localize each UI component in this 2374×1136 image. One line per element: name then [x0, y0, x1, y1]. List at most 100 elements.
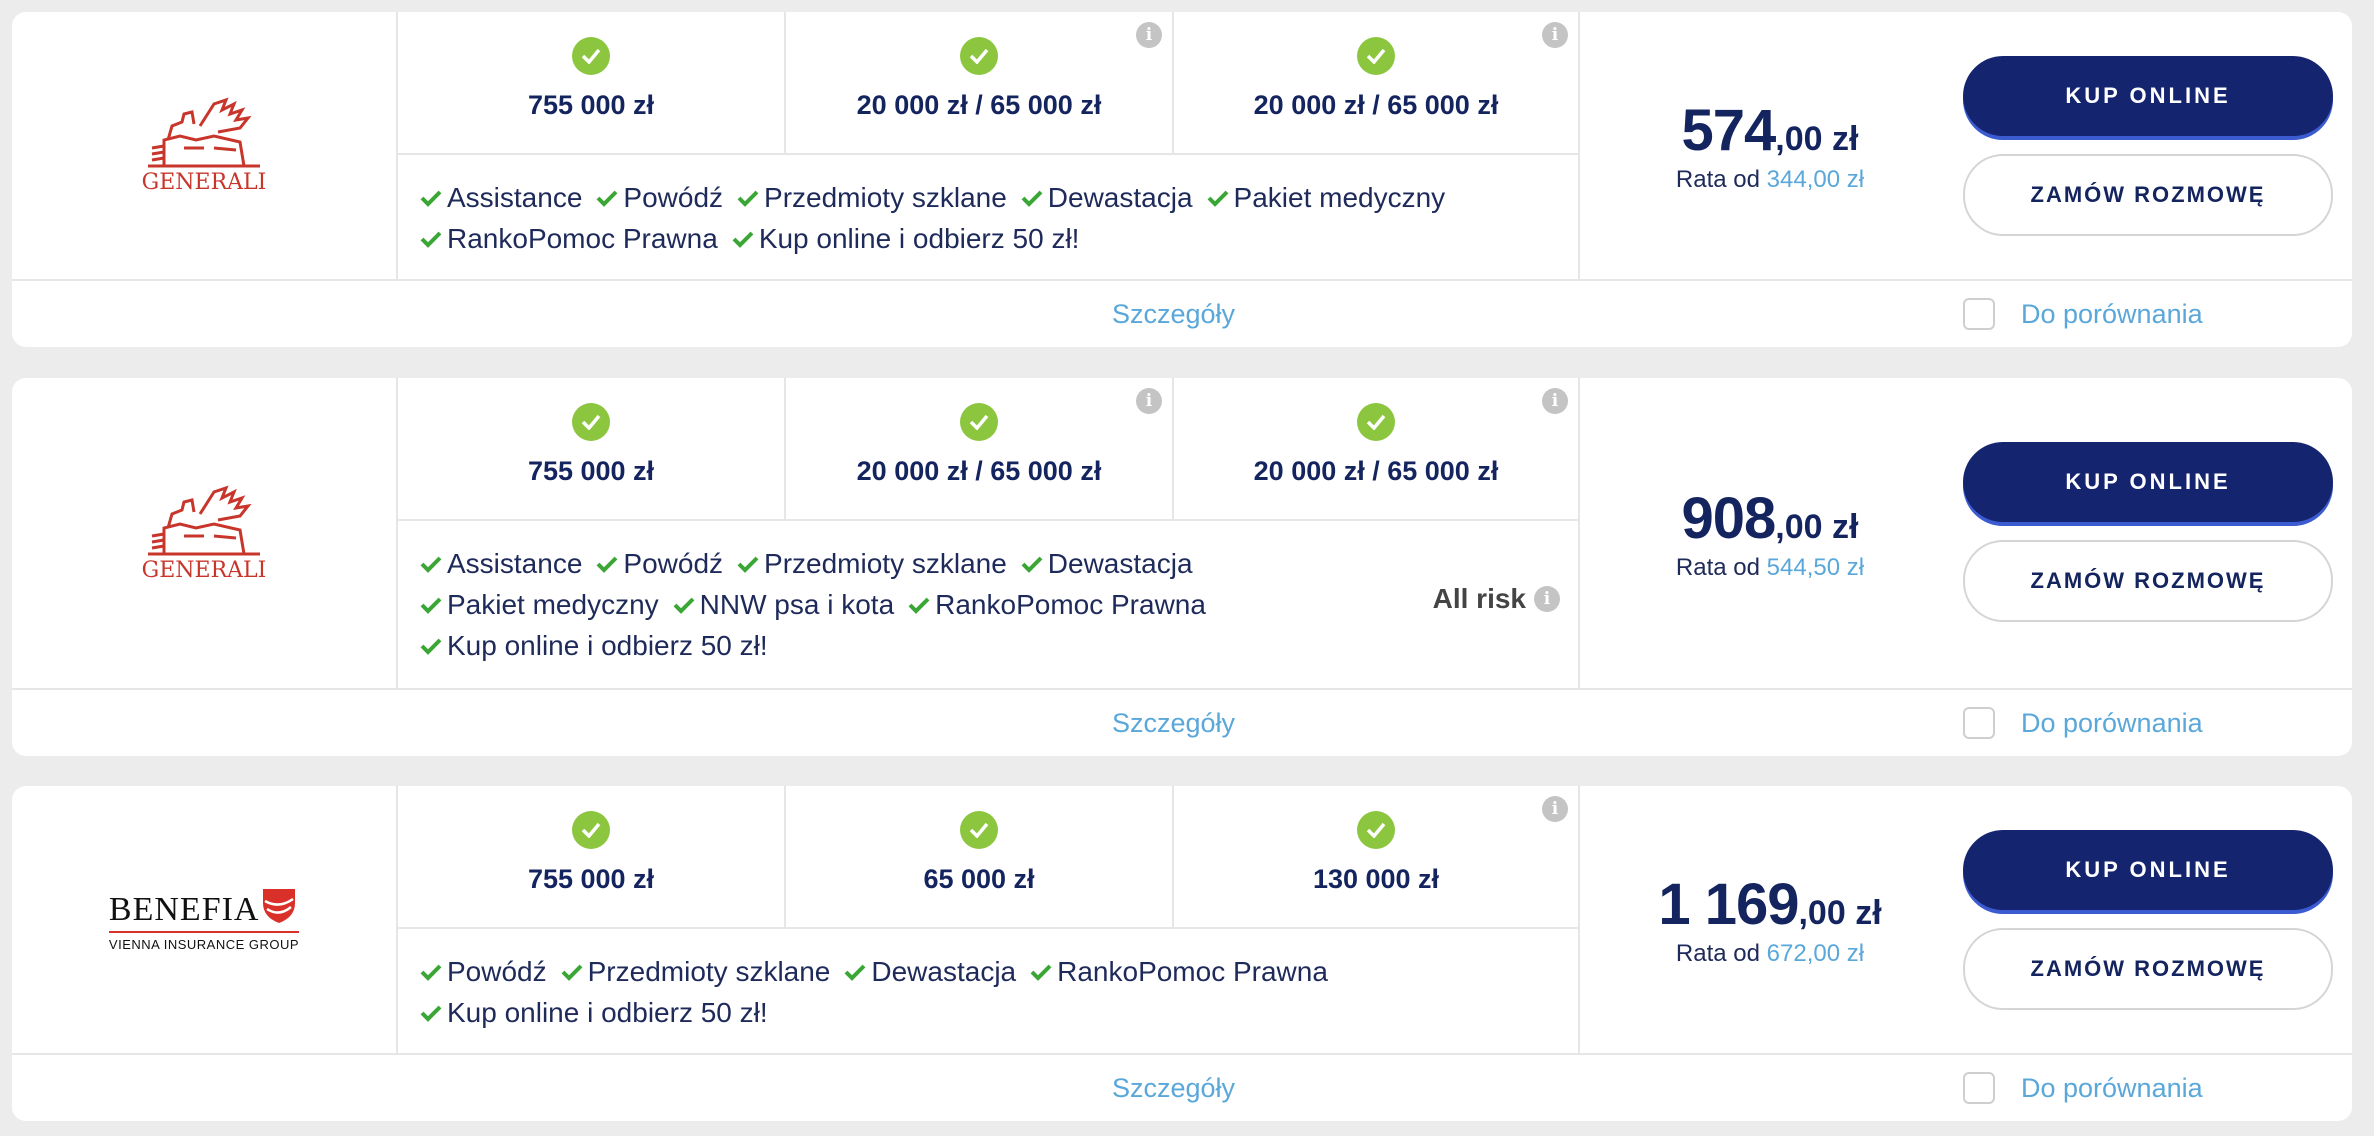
coverage-value: 20 000 zł / 65 000 zł — [1253, 90, 1499, 120]
check-icon — [596, 189, 618, 207]
features-list: Assistance Powódź Przedmioty szklane Dew… — [398, 521, 1578, 688]
compare-checkbox[interactable] — [1963, 298, 1995, 330]
offer-footer: Szczegóły Do porównania — [12, 1053, 2352, 1121]
coverage-value: 20 000 zł / 65 000 zł — [856, 90, 1102, 120]
info-icon[interactable]: i — [1136, 388, 1162, 414]
price: 574,00 zł — [1681, 98, 1859, 163]
coverage-cell: i 20 000 zł / 65 000 zł — [1174, 378, 1578, 519]
order-call-button[interactable]: ZAMÓW ROZMOWĘ — [1963, 928, 2333, 1010]
check-icon — [673, 596, 695, 614]
buy-online-button[interactable]: KUP ONLINE — [1963, 830, 2333, 910]
feature-item: Powódź — [420, 956, 547, 988]
order-call-button[interactable]: ZAMÓW ROZMOWĘ — [1963, 154, 2333, 236]
check-circle-icon — [1357, 811, 1395, 849]
insurer-name: BENEFIA — [108, 891, 260, 928]
feature-item: Pakiet medyczny — [420, 589, 659, 621]
generali-logo: GENERALI — [141, 96, 267, 195]
installment: Rata od 544,50 zł — [1675, 553, 1865, 581]
coverage-row: 755 000 zł i 20 000 zł / 65 000 zł i 20 … — [398, 12, 1578, 155]
check-icon — [844, 963, 866, 981]
details-link[interactable]: Szczegóły — [1112, 707, 1236, 738]
compare-label: Do porównania — [2021, 1072, 2203, 1103]
coverage-value: 755 000 zł — [527, 456, 655, 486]
check-icon — [420, 637, 442, 655]
insurer-name: GENERALI — [141, 170, 267, 195]
coverage-value: 755 000 zł — [527, 90, 655, 120]
check-icon — [1021, 555, 1043, 573]
compare-checkbox[interactable] — [1963, 707, 1995, 739]
insurer-name: GENERALI — [141, 557, 267, 583]
check-circle-icon — [1357, 403, 1395, 441]
check-icon — [732, 230, 754, 248]
price-cell: 574,00 zł Rata od 344,00 zł — [1578, 12, 1960, 279]
generali-lion-icon — [147, 485, 260, 555]
feature-item: Assistance — [420, 182, 582, 214]
feature-item: NNW psa i kota — [673, 589, 894, 621]
installment: Rata od 672,00 zł — [1675, 940, 1865, 967]
benefia-shield-icon — [263, 889, 296, 923]
check-icon — [420, 963, 442, 981]
coverage-row: 755 000 zł 65 000 zł i 130 000 zł — [398, 786, 1578, 929]
compare-toggle[interactable]: Do porównania — [1963, 1055, 2203, 1121]
feature-item: Kup online i odbierz 50 zł! — [732, 223, 1079, 255]
all-risk-label: All risk i — [1433, 583, 1560, 615]
check-icon — [1030, 963, 1052, 981]
coverage-value: 20 000 zł / 65 000 zł — [856, 456, 1102, 486]
check-circle-icon — [960, 403, 998, 441]
info-icon[interactable]: i — [1542, 22, 1568, 48]
insurer-logo-cell: GENERALI — [12, 378, 398, 688]
feature-item: Dewastacja — [1021, 182, 1193, 214]
check-circle-icon — [1357, 37, 1395, 75]
feature-item: RankoPomoc Prawna — [908, 589, 1206, 621]
compare-checkbox[interactable] — [1963, 1072, 1995, 1104]
feature-item: Kup online i odbierz 50 zł! — [420, 997, 768, 1029]
details-link[interactable]: Szczegóły — [1112, 1072, 1236, 1103]
info-icon[interactable]: i — [1542, 796, 1568, 822]
coverage-cell: i 20 000 zł / 65 000 zł — [1174, 12, 1578, 153]
check-icon — [420, 189, 442, 207]
compare-toggle[interactable]: Do porównania — [1963, 281, 2203, 347]
check-icon — [908, 596, 930, 614]
check-circle-icon — [572, 403, 610, 441]
insurer-subtitle: VIENNA INSURANCE GROUP — [108, 937, 300, 952]
benefia-logo: BENEFIA VIENNA INSURANCE GROUP — [108, 887, 300, 952]
feature-item: Przedmioty szklane — [737, 182, 1007, 214]
info-icon[interactable]: i — [1136, 22, 1162, 48]
price-cell: 908,00 zł Rata od 544,50 zł — [1578, 378, 1960, 688]
check-icon — [1021, 189, 1043, 207]
feature-item: Przedmioty szklane — [561, 956, 830, 988]
coverage-cell: 755 000 zł — [398, 378, 786, 519]
coverage-value: 65 000 zł — [923, 864, 1035, 894]
price: 908,00 zł — [1681, 485, 1859, 551]
details-link[interactable]: Szczegóły — [1112, 298, 1236, 329]
feature-item: Dewastacja — [1021, 548, 1193, 580]
buy-online-button[interactable]: KUP ONLINE — [1963, 56, 2333, 136]
offer-footer: Szczegóły Do porównania — [12, 279, 2352, 347]
coverage-cell: i 20 000 zł / 65 000 zł — [786, 378, 1174, 519]
info-icon[interactable]: i — [1534, 586, 1560, 612]
feature-item: Powódź — [596, 548, 723, 580]
coverage-value: 20 000 zł / 65 000 zł — [1253, 456, 1499, 486]
coverage-value: 755 000 zł — [527, 864, 655, 894]
compare-toggle[interactable]: Do porównania — [1963, 690, 2203, 756]
feature-item: RankoPomoc Prawna — [1030, 956, 1328, 988]
buy-online-button[interactable]: KUP ONLINE — [1963, 442, 2333, 522]
coverage-cell: 755 000 zł — [398, 786, 786, 927]
check-icon — [1207, 189, 1229, 207]
generali-logo: GENERALI — [141, 484, 267, 583]
check-circle-icon — [960, 811, 998, 849]
features-list: Powódź Przedmioty szklane Dewastacja Ran… — [398, 929, 1578, 1053]
order-call-button[interactable]: ZAMÓW ROZMOWĘ — [1963, 540, 2333, 622]
check-circle-icon — [572, 811, 610, 849]
check-icon — [561, 963, 583, 981]
coverage-row: 755 000 zł i 20 000 zł / 65 000 zł i 20 … — [398, 378, 1578, 521]
insurer-logo-cell: BENEFIA VIENNA INSURANCE GROUP — [12, 786, 398, 1053]
feature-item: Dewastacja — [844, 956, 1016, 988]
feature-item: Pakiet medyczny — [1207, 182, 1445, 214]
price: 1 169,00 zł — [1658, 872, 1882, 937]
check-icon — [420, 555, 442, 573]
coverage-cell: i 20 000 zł / 65 000 zł — [786, 12, 1174, 153]
info-icon[interactable]: i — [1542, 388, 1568, 414]
coverage-cell: 65 000 zł — [786, 786, 1174, 927]
check-icon — [737, 555, 759, 573]
